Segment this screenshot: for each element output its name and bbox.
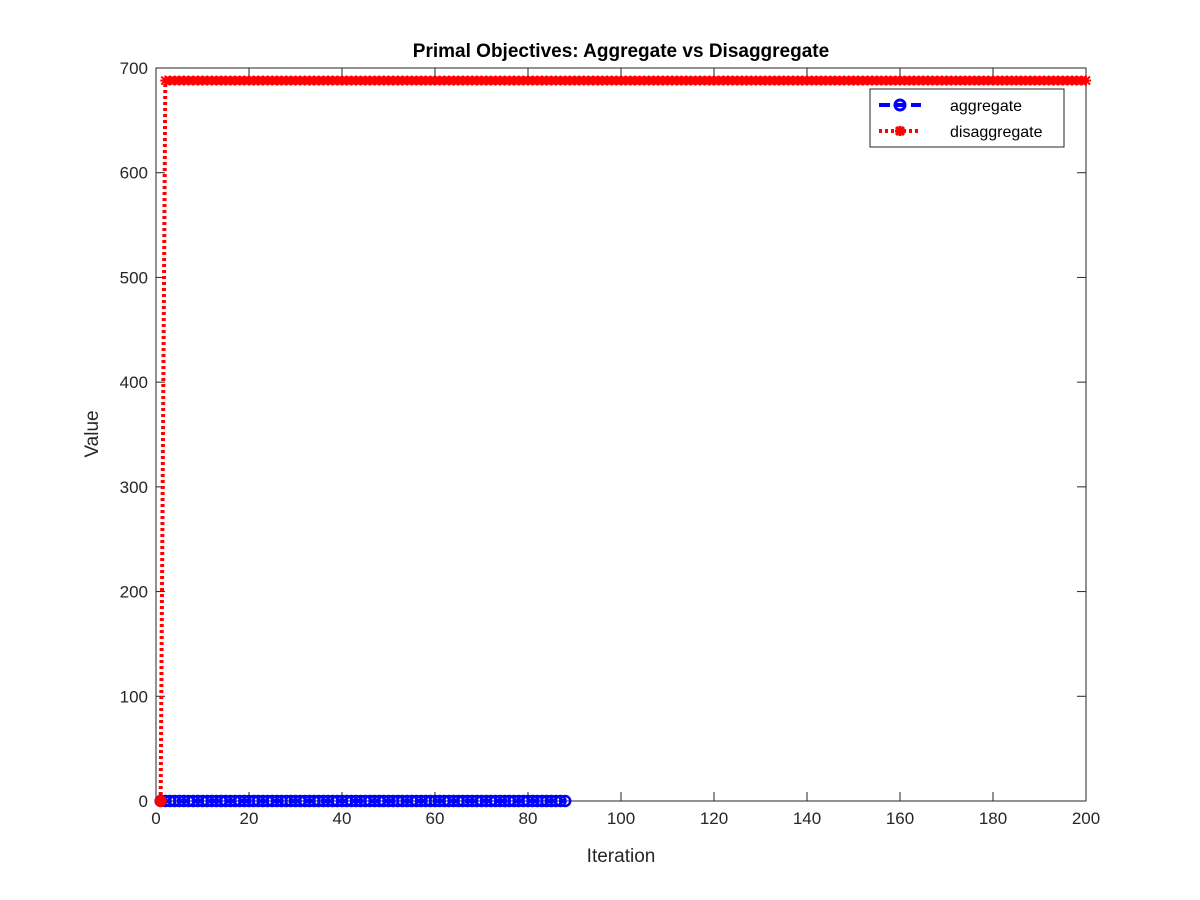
y-tick-label: 700: [120, 59, 148, 78]
y-tick-label: 600: [120, 164, 148, 183]
data-point-aggregate: [554, 794, 567, 808]
x-tick-label: 140: [793, 809, 821, 828]
legend-label-aggregate: aggregate: [950, 98, 1022, 115]
x-tick-label: 180: [979, 809, 1007, 828]
x-tick-label: 40: [333, 809, 352, 828]
y-tick-label: 100: [120, 687, 148, 706]
legend-label-disaggregate: disaggregate: [950, 124, 1043, 141]
x-tick-label: 20: [240, 809, 259, 828]
y-tick-label: 500: [120, 268, 148, 287]
x-tick-label: 60: [426, 809, 445, 828]
x-tick-label: 0: [151, 809, 160, 828]
y-tick-label: 200: [120, 583, 148, 602]
x-tick-label: 160: [886, 809, 914, 828]
y-axis-ticks: 0 100 200 300 400 500 600 700: [120, 59, 1086, 811]
x-tick-label: 200: [1072, 809, 1100, 828]
series-markers-disaggregate: [154, 75, 1091, 807]
asterisk-stroke: [1081, 75, 1091, 86]
x-tick-label: 120: [700, 809, 728, 828]
x-axis-ticks: 0 20 40 60 80 100 120 140 160 180 200: [151, 68, 1100, 828]
y-tick-label: 300: [120, 478, 148, 497]
x-tick-label: 80: [519, 809, 538, 828]
data-point-disaggregate-start: [154, 795, 167, 807]
x-axis-label: Iteration: [587, 846, 656, 867]
x-tick-label: 100: [607, 809, 635, 828]
legend-marker-disaggregate: [894, 125, 906, 137]
legend-marker-aggregate: [893, 98, 907, 112]
chart-title: Primal Objectives: Aggregate vs Disaggre…: [413, 41, 829, 62]
legend: aggregate disaggregate: [869, 88, 1065, 148]
data-point-aggregate: [558, 794, 572, 808]
series-layer: [154, 75, 1091, 808]
plot-area: [155, 67, 1087, 802]
y-tick-label: 400: [120, 373, 148, 392]
data-point-disaggregate: [1081, 75, 1091, 86]
y-tick-label: 0: [139, 792, 148, 811]
legend-box: [869, 88, 1065, 148]
series-markers-aggregate: [154, 794, 572, 808]
y-axis-label: Value: [82, 410, 103, 457]
